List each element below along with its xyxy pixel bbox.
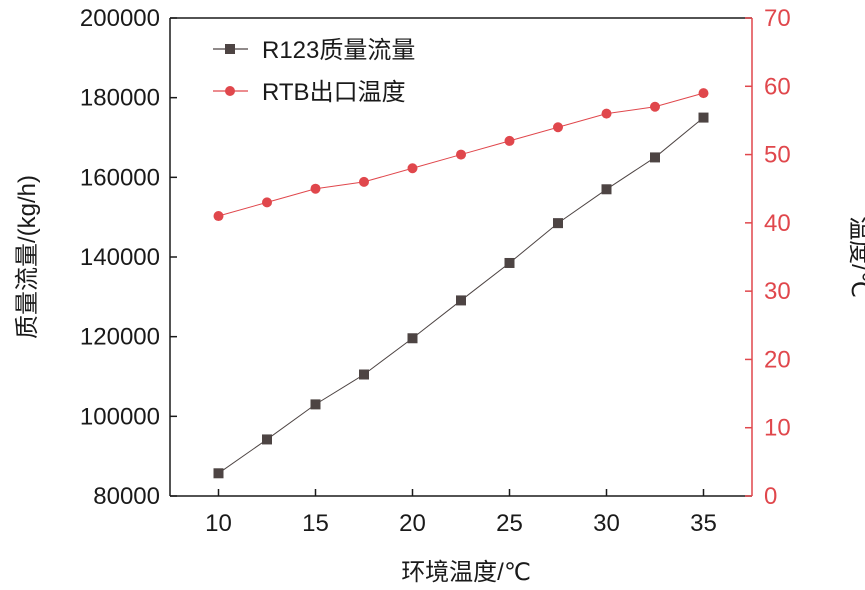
right-tick-label: 40 <box>764 210 791 237</box>
legend-label: R123质量流量 <box>262 37 415 64</box>
series-1 <box>213 112 709 479</box>
left-axis: 80000 100000 120000 140000 160000 180000 20000… <box>80 5 177 510</box>
data-point <box>553 122 563 133</box>
data-point <box>504 135 515 146</box>
left-tick-label: 120000 <box>80 324 160 351</box>
data-point <box>310 399 321 410</box>
data-point <box>310 183 321 194</box>
x-tick-label: 30 <box>593 510 620 537</box>
right-tick-label: 0 <box>764 483 777 510</box>
data-point <box>456 295 466 306</box>
plot-area <box>169 17 753 497</box>
legend-entry: RTB出口温度 <box>213 79 406 106</box>
data-point <box>698 112 709 123</box>
right-tick-label: 30 <box>764 278 791 305</box>
data-point <box>407 333 418 344</box>
legend-entry: R123质量流量 <box>213 37 415 64</box>
x-tick-label: 10 <box>205 510 232 537</box>
series-2 <box>213 88 709 222</box>
left-tick-label: 80000 <box>93 483 160 510</box>
right-tick-label: 10 <box>764 415 791 442</box>
data-point <box>553 218 563 229</box>
data-point <box>456 149 466 160</box>
data-point <box>359 176 369 187</box>
series-layer <box>213 88 709 479</box>
data-point <box>262 434 272 445</box>
x-tick-label: 20 <box>399 510 426 537</box>
right-tick-label: 70 <box>764 5 791 32</box>
x-tick-label: 15 <box>302 510 329 537</box>
x-axis: 10 15 20 25 30 35 <box>205 489 717 537</box>
data-point <box>213 211 224 222</box>
legend: R123质量流量 RTB出口温度 <box>213 37 415 106</box>
left-tick-label: 180000 <box>80 85 160 112</box>
left-tick-label: 140000 <box>80 244 160 271</box>
legend-marker <box>225 86 235 96</box>
left-tick-label: 100000 <box>80 403 160 430</box>
right-axis: 0 10 20 30 40 50 60 70 <box>745 5 791 510</box>
data-point <box>359 369 369 380</box>
legend-label: RTB出口温度 <box>262 79 406 106</box>
legend-marker <box>225 44 235 54</box>
data-point <box>407 163 418 174</box>
right-tick-label: 50 <box>764 142 791 169</box>
right-tick-label: 60 <box>764 73 791 100</box>
data-point <box>698 88 709 99</box>
data-point <box>650 101 660 112</box>
left-y-axis-title: 质量流量/(kg/h) <box>14 175 41 339</box>
x-axis-title: 环境温度/℃ <box>401 559 531 586</box>
left-tick-label: 200000 <box>80 5 160 32</box>
data-point <box>213 468 224 479</box>
data-point <box>262 197 272 208</box>
x-tick-label: 35 <box>690 510 717 537</box>
data-point <box>504 257 515 268</box>
right-y-axis-title: 温度/℃ <box>846 216 865 298</box>
x-tick-label: 25 <box>496 510 523 537</box>
data-point <box>601 184 612 195</box>
right-tick-label: 20 <box>764 346 791 373</box>
left-tick-label: 160000 <box>80 164 160 191</box>
data-point <box>650 152 660 163</box>
data-point <box>601 108 612 119</box>
